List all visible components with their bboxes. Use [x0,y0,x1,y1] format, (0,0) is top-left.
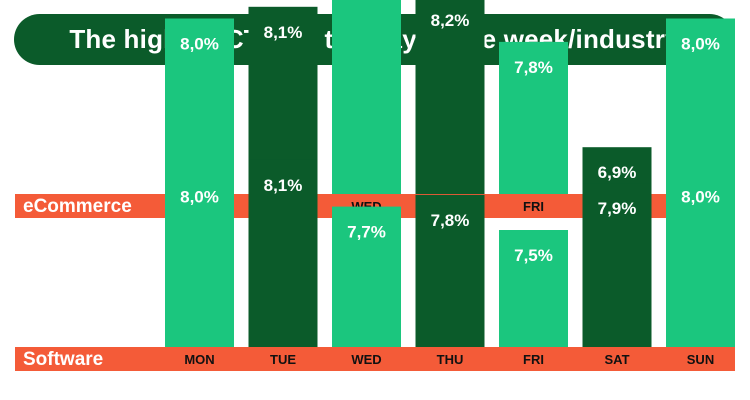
bar-value-label: 8,1% [264,176,303,195]
day-label: SUN [687,352,714,367]
bar-value-label: 6,9% [598,163,637,182]
bar-value-label: 8,0% [681,35,720,54]
bar-sun [666,171,735,347]
day-label: FRI [523,199,544,214]
bar-sat [582,183,652,347]
bar-value-label: 8,2% [431,11,470,30]
bar-value-label: 8,0% [681,188,720,207]
bar-value-label: 7,7% [347,223,386,242]
bar-sun [666,18,735,194]
bar-mon [165,18,234,194]
industry-label: eCommerce [23,196,132,217]
day-label: SAT [604,352,629,367]
day-label: THU [437,352,464,367]
bar-value-label: 7,9% [598,199,637,218]
bar-tue [248,159,318,347]
day-label: WED [351,352,381,367]
bar-value-label: 8,0% [180,188,219,207]
bar-fri [499,41,568,195]
day-label: MON [184,352,214,367]
bar-wed [332,206,401,347]
bar-thu [415,194,485,347]
bar-value-label: 7,8% [431,211,470,230]
bar-value-label: 8,0% [180,35,219,54]
day-label: FRI [523,352,544,367]
bar-value-label: 8,1% [264,23,303,42]
bar-value-label: 7,5% [514,246,553,265]
industry-label: Software [23,349,103,370]
day-label: TUE [270,352,296,367]
bar-mon [165,171,234,347]
bar-fri [499,230,568,347]
industry-band [15,347,735,371]
bar-thu [415,0,485,194]
bar-wed [332,0,401,194]
bar-value-label: 7,8% [514,58,553,77]
